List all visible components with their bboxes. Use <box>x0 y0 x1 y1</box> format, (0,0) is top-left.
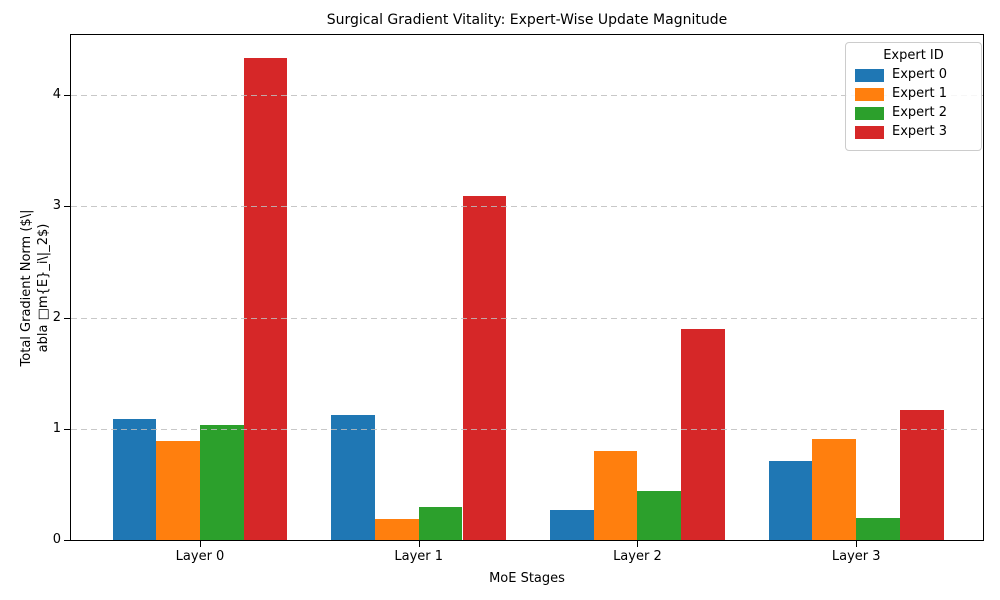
gridline-y3 <box>71 206 983 208</box>
x-tick-layer-0 <box>200 541 201 547</box>
x-tick-layer-1 <box>418 541 420 547</box>
x-tick-label-layer-3: Layer 3 <box>831 549 881 564</box>
x-tick-layer-2 <box>637 541 639 547</box>
legend-label-expert-2: Expert 2 <box>892 105 948 120</box>
legend-entry-expert-2: Expert 2 <box>855 105 972 121</box>
bar-expert-3-layer-1 <box>462 196 507 540</box>
x-tick-label-layer-0: Layer 0 <box>175 549 225 564</box>
legend-entry-expert-1: Expert 1 <box>855 86 972 102</box>
legend-entry-expert-3: Expert 3 <box>855 124 972 140</box>
bar-expert-3-layer-3 <box>899 409 944 540</box>
y-tick-2 <box>64 317 70 319</box>
chart-title: Surgical Gradient Vitality: Expert-Wise … <box>326 12 728 28</box>
legend: Expert ID Expert 0 Expert 1 Expert 2 Expert… <box>845 42 982 151</box>
bar-expert-1-layer-1 <box>375 518 419 540</box>
legend-swatch-expert-0 <box>855 68 884 82</box>
legend-title: Expert ID <box>883 48 944 63</box>
y-tick-0 <box>64 540 70 541</box>
y-axis-label-line2: abla □m{E}_i\|_2$) <box>36 223 51 353</box>
bar-expert-2-layer-2 <box>637 491 682 540</box>
y-tick-label-0: 0 <box>52 532 61 547</box>
y-tick-4 <box>64 95 70 97</box>
gridline-y4 <box>71 95 983 97</box>
bar-expert-2-layer-3 <box>856 517 900 540</box>
bar-expert-1-layer-2 <box>593 451 638 540</box>
legend-label-expert-3: Expert 3 <box>892 124 948 139</box>
bar-expert-3-layer-2 <box>681 328 725 540</box>
legend-entries: Expert 0 Expert 1 Expert 2 Expert 3 <box>855 67 972 140</box>
legend-swatch-expert-3 <box>855 125 884 139</box>
gridline-y2 <box>71 317 983 319</box>
legend-label-expert-1: Expert 1 <box>892 86 948 101</box>
y-axis-label: Total Gradient Norm ($\| abla □m{E}_i\|_… <box>18 210 52 367</box>
plot-area <box>70 34 984 541</box>
bar-expert-0-layer-2 <box>550 510 594 540</box>
legend-label-expert-0: Expert 0 <box>892 67 948 82</box>
bar-expert-3-layer-0 <box>243 58 288 540</box>
bar-expert-0-layer-3 <box>768 461 813 540</box>
bar-expert-0-layer-0 <box>112 418 157 540</box>
y-tick-label-3: 3 <box>52 198 61 214</box>
bar-expert-2-layer-0 <box>200 425 244 540</box>
legend-entry-expert-0: Expert 0 <box>855 67 972 83</box>
x-tick-label-layer-2: Layer 2 <box>613 549 662 564</box>
x-tick-label-layer-1: Layer 1 <box>394 549 444 564</box>
x-tick-layer-3 <box>856 541 858 547</box>
y-tick-label-4: 4 <box>52 87 61 103</box>
legend-swatch-expert-2 <box>855 106 884 120</box>
y-tick-1 <box>64 428 70 430</box>
bar-expert-2-layer-1 <box>418 506 463 540</box>
y-tick-label-2: 2 <box>52 309 61 325</box>
x-axis-label: MoE Stages <box>489 571 565 586</box>
y-tick-label-1: 1 <box>52 420 61 436</box>
y-axis-label-line1: Total Gradient Norm ($\| <box>19 209 34 367</box>
y-tick-3 <box>64 206 70 208</box>
bar-expert-1-layer-3 <box>812 438 857 540</box>
bar-expert-0-layer-1 <box>331 415 375 540</box>
legend-swatch-expert-1 <box>855 87 884 101</box>
bar-expert-1-layer-0 <box>156 441 200 540</box>
gridline-y1 <box>71 428 983 430</box>
